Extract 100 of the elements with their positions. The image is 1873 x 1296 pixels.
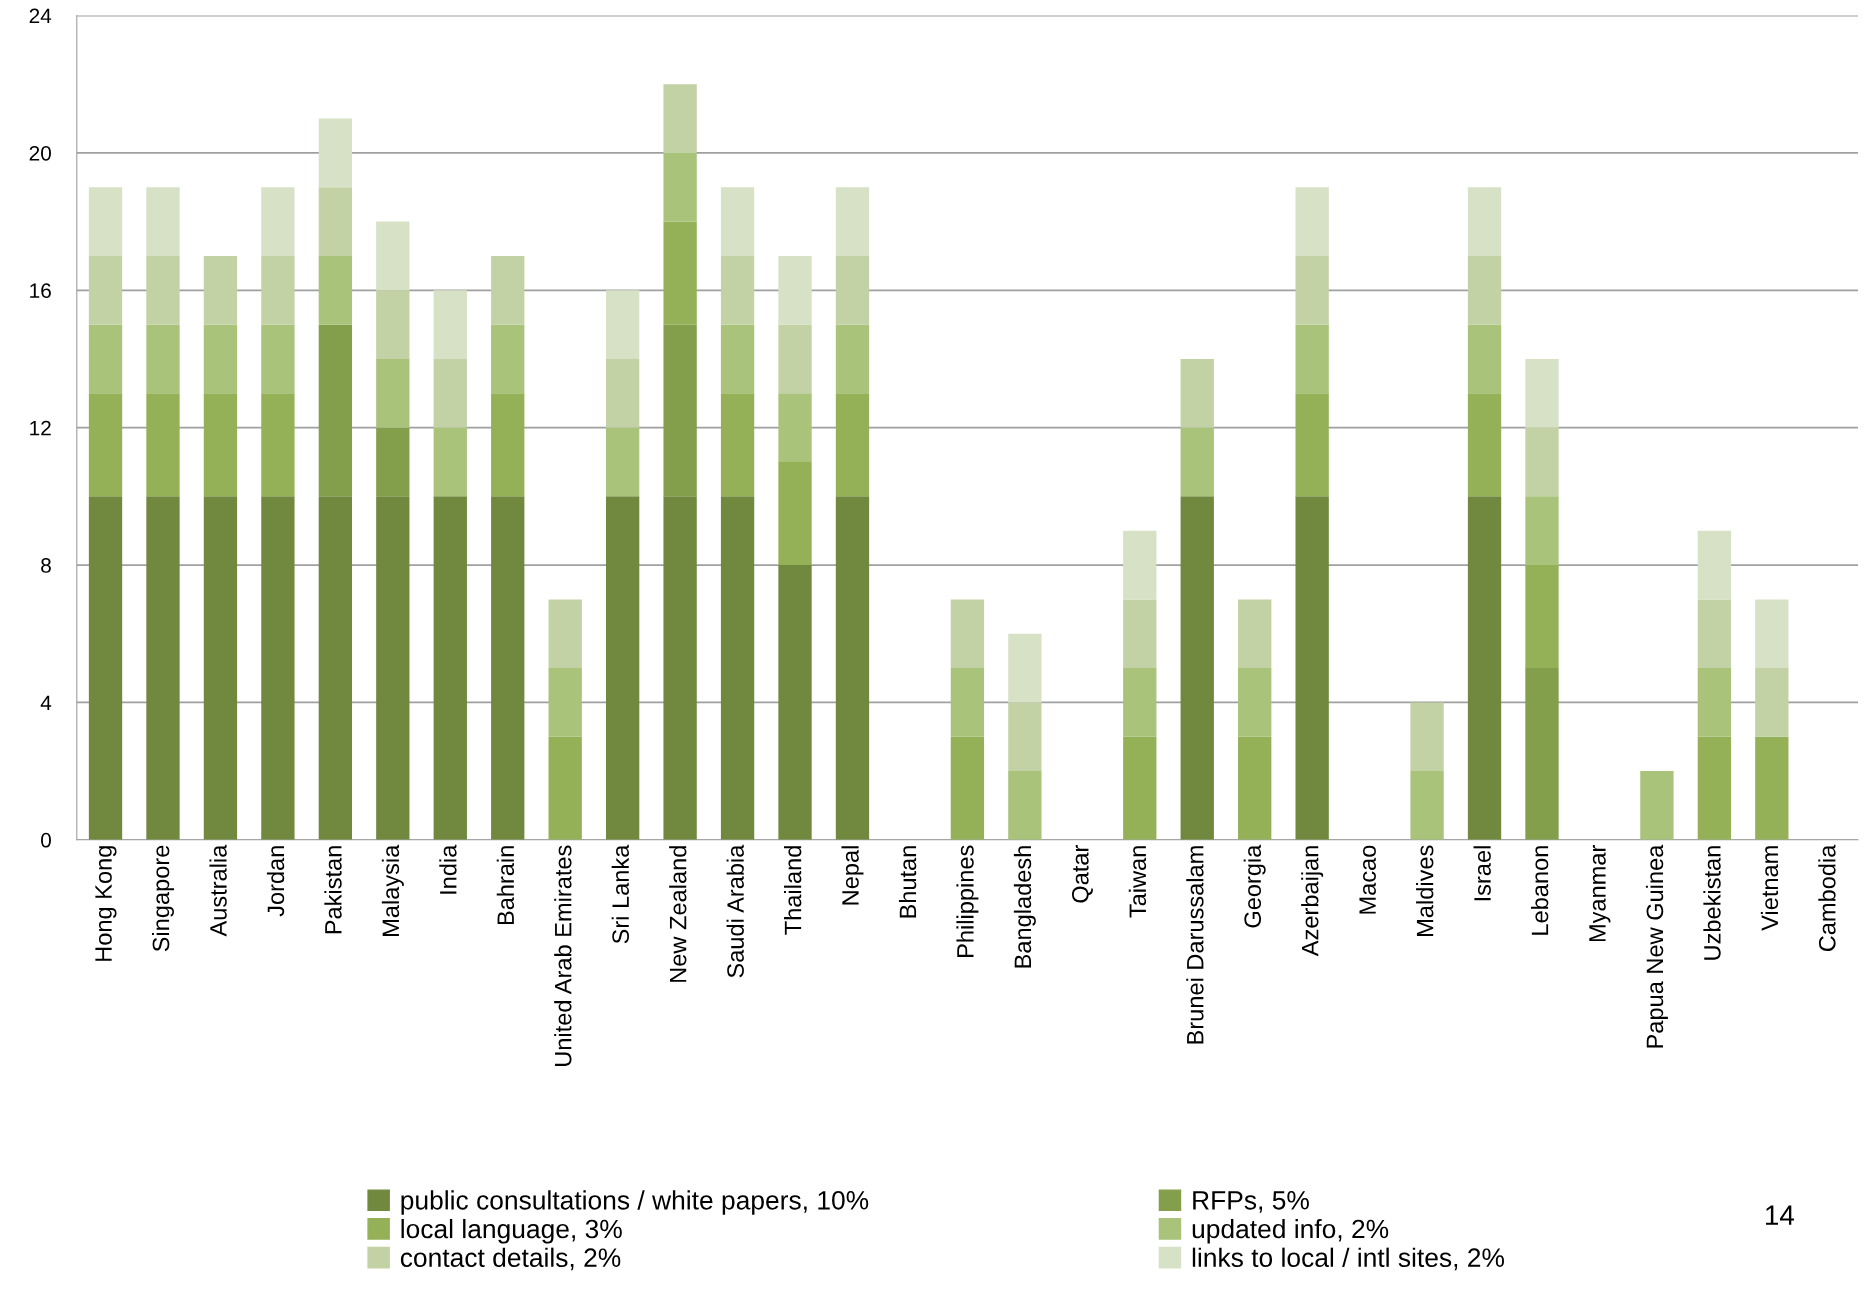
bar <box>88 324 123 394</box>
bar <box>1295 393 1329 497</box>
bar <box>146 324 180 394</box>
legend-label: contact details, 2% <box>400 1247 621 1271</box>
bar <box>376 221 410 291</box>
bar <box>433 427 467 497</box>
bar <box>1123 668 1157 737</box>
x-tick-label: Sri Lanka <box>611 844 629 944</box>
bar <box>835 187 870 256</box>
bar <box>318 255 353 325</box>
bar <box>433 358 467 428</box>
bar <box>261 187 295 256</box>
y-tick-label: 16 <box>30 283 51 299</box>
bar <box>720 496 755 840</box>
bar <box>778 565 812 840</box>
bar <box>88 393 123 497</box>
x-tick-label: Thailand <box>784 846 802 935</box>
x-tick-label: Brunei Darussalam <box>1186 846 1204 1044</box>
bar <box>1008 633 1042 703</box>
x-tick-label: Philippines <box>956 845 979 957</box>
bar <box>203 255 238 325</box>
x-tick-label: Hong Kong <box>95 846 117 961</box>
x-tick-label: Qatar <box>1071 845 1093 903</box>
x-tick-label: New Zealand <box>669 846 687 982</box>
bar <box>950 736 985 840</box>
bar <box>663 496 697 840</box>
bar <box>548 736 582 840</box>
bar <box>663 324 697 497</box>
bar <box>720 324 755 394</box>
bar <box>376 290 410 359</box>
bar <box>88 187 123 256</box>
bar <box>1755 736 1789 840</box>
bar <box>1295 324 1329 394</box>
bar <box>376 496 410 840</box>
x-tick-label: Australia <box>209 844 227 937</box>
bar <box>778 462 812 566</box>
bar <box>1755 668 1789 737</box>
x-tick-label: Bahrain <box>496 846 515 925</box>
x-tick-label: Saudi Arabia <box>726 844 744 978</box>
bar <box>720 255 755 325</box>
bar <box>1410 771 1444 840</box>
x-tick-label: Uzbekistan <box>1703 846 1721 960</box>
y-tick-label: 4 <box>40 695 52 710</box>
bar <box>663 152 697 222</box>
y-tick-label: 12 <box>30 420 51 436</box>
x-tick-label: Singapore <box>151 845 174 952</box>
bar <box>1008 771 1042 840</box>
bar <box>1525 668 1559 840</box>
bar <box>261 255 295 325</box>
bar <box>261 496 295 840</box>
bar <box>491 255 525 325</box>
bar <box>605 427 640 497</box>
bar <box>1467 187 1502 256</box>
bar <box>491 496 525 840</box>
bar <box>1697 599 1732 669</box>
bar <box>261 324 295 394</box>
bar <box>146 255 180 325</box>
bar <box>835 255 870 325</box>
bar <box>1697 736 1732 840</box>
x-tick-label: Azerbaijan <box>1301 846 1324 957</box>
bar <box>1467 393 1502 497</box>
bar <box>491 393 525 497</box>
bar <box>605 358 640 428</box>
x-tick-label: Georgia <box>1243 844 1266 928</box>
bar <box>1123 530 1157 600</box>
bar <box>318 496 353 840</box>
bar <box>720 187 755 256</box>
bar <box>1640 771 1674 840</box>
bar <box>1238 736 1272 840</box>
bar <box>203 324 238 394</box>
bar <box>720 393 755 497</box>
x-tick-label: Myanmar <box>1589 845 1611 942</box>
bar <box>1180 358 1214 428</box>
x-tick-label: Jordan <box>266 846 285 917</box>
y-tick-label: 24 <box>29 8 52 24</box>
bar <box>950 599 985 669</box>
bar <box>1697 668 1732 737</box>
bar <box>1467 496 1502 840</box>
x-tick-label: Pakistan <box>324 846 342 934</box>
bar <box>1525 358 1559 428</box>
legend-label: public consultations / white papers, 10% <box>401 1190 869 1215</box>
bar <box>376 427 410 497</box>
bar <box>318 187 353 256</box>
bar <box>1755 599 1789 669</box>
bar <box>318 324 353 497</box>
bar <box>1180 427 1214 497</box>
x-tick-label: Lebanon <box>1530 846 1549 935</box>
x-tick-label: Malaysia <box>381 844 404 936</box>
x-tick-label: Bangladesh <box>1013 846 1036 968</box>
bar <box>1123 736 1157 840</box>
x-tick-label: Cambodia <box>1818 844 1836 952</box>
bar <box>778 255 812 325</box>
bar <box>1295 496 1329 840</box>
bar <box>88 255 123 325</box>
x-tick-label: Papua New Guinea <box>1645 844 1668 1048</box>
bar <box>778 393 812 463</box>
x-tick-label: Israel <box>1473 846 1491 901</box>
y-tick-label: 0 <box>41 832 51 848</box>
bar <box>1123 599 1157 669</box>
bar <box>663 221 697 325</box>
